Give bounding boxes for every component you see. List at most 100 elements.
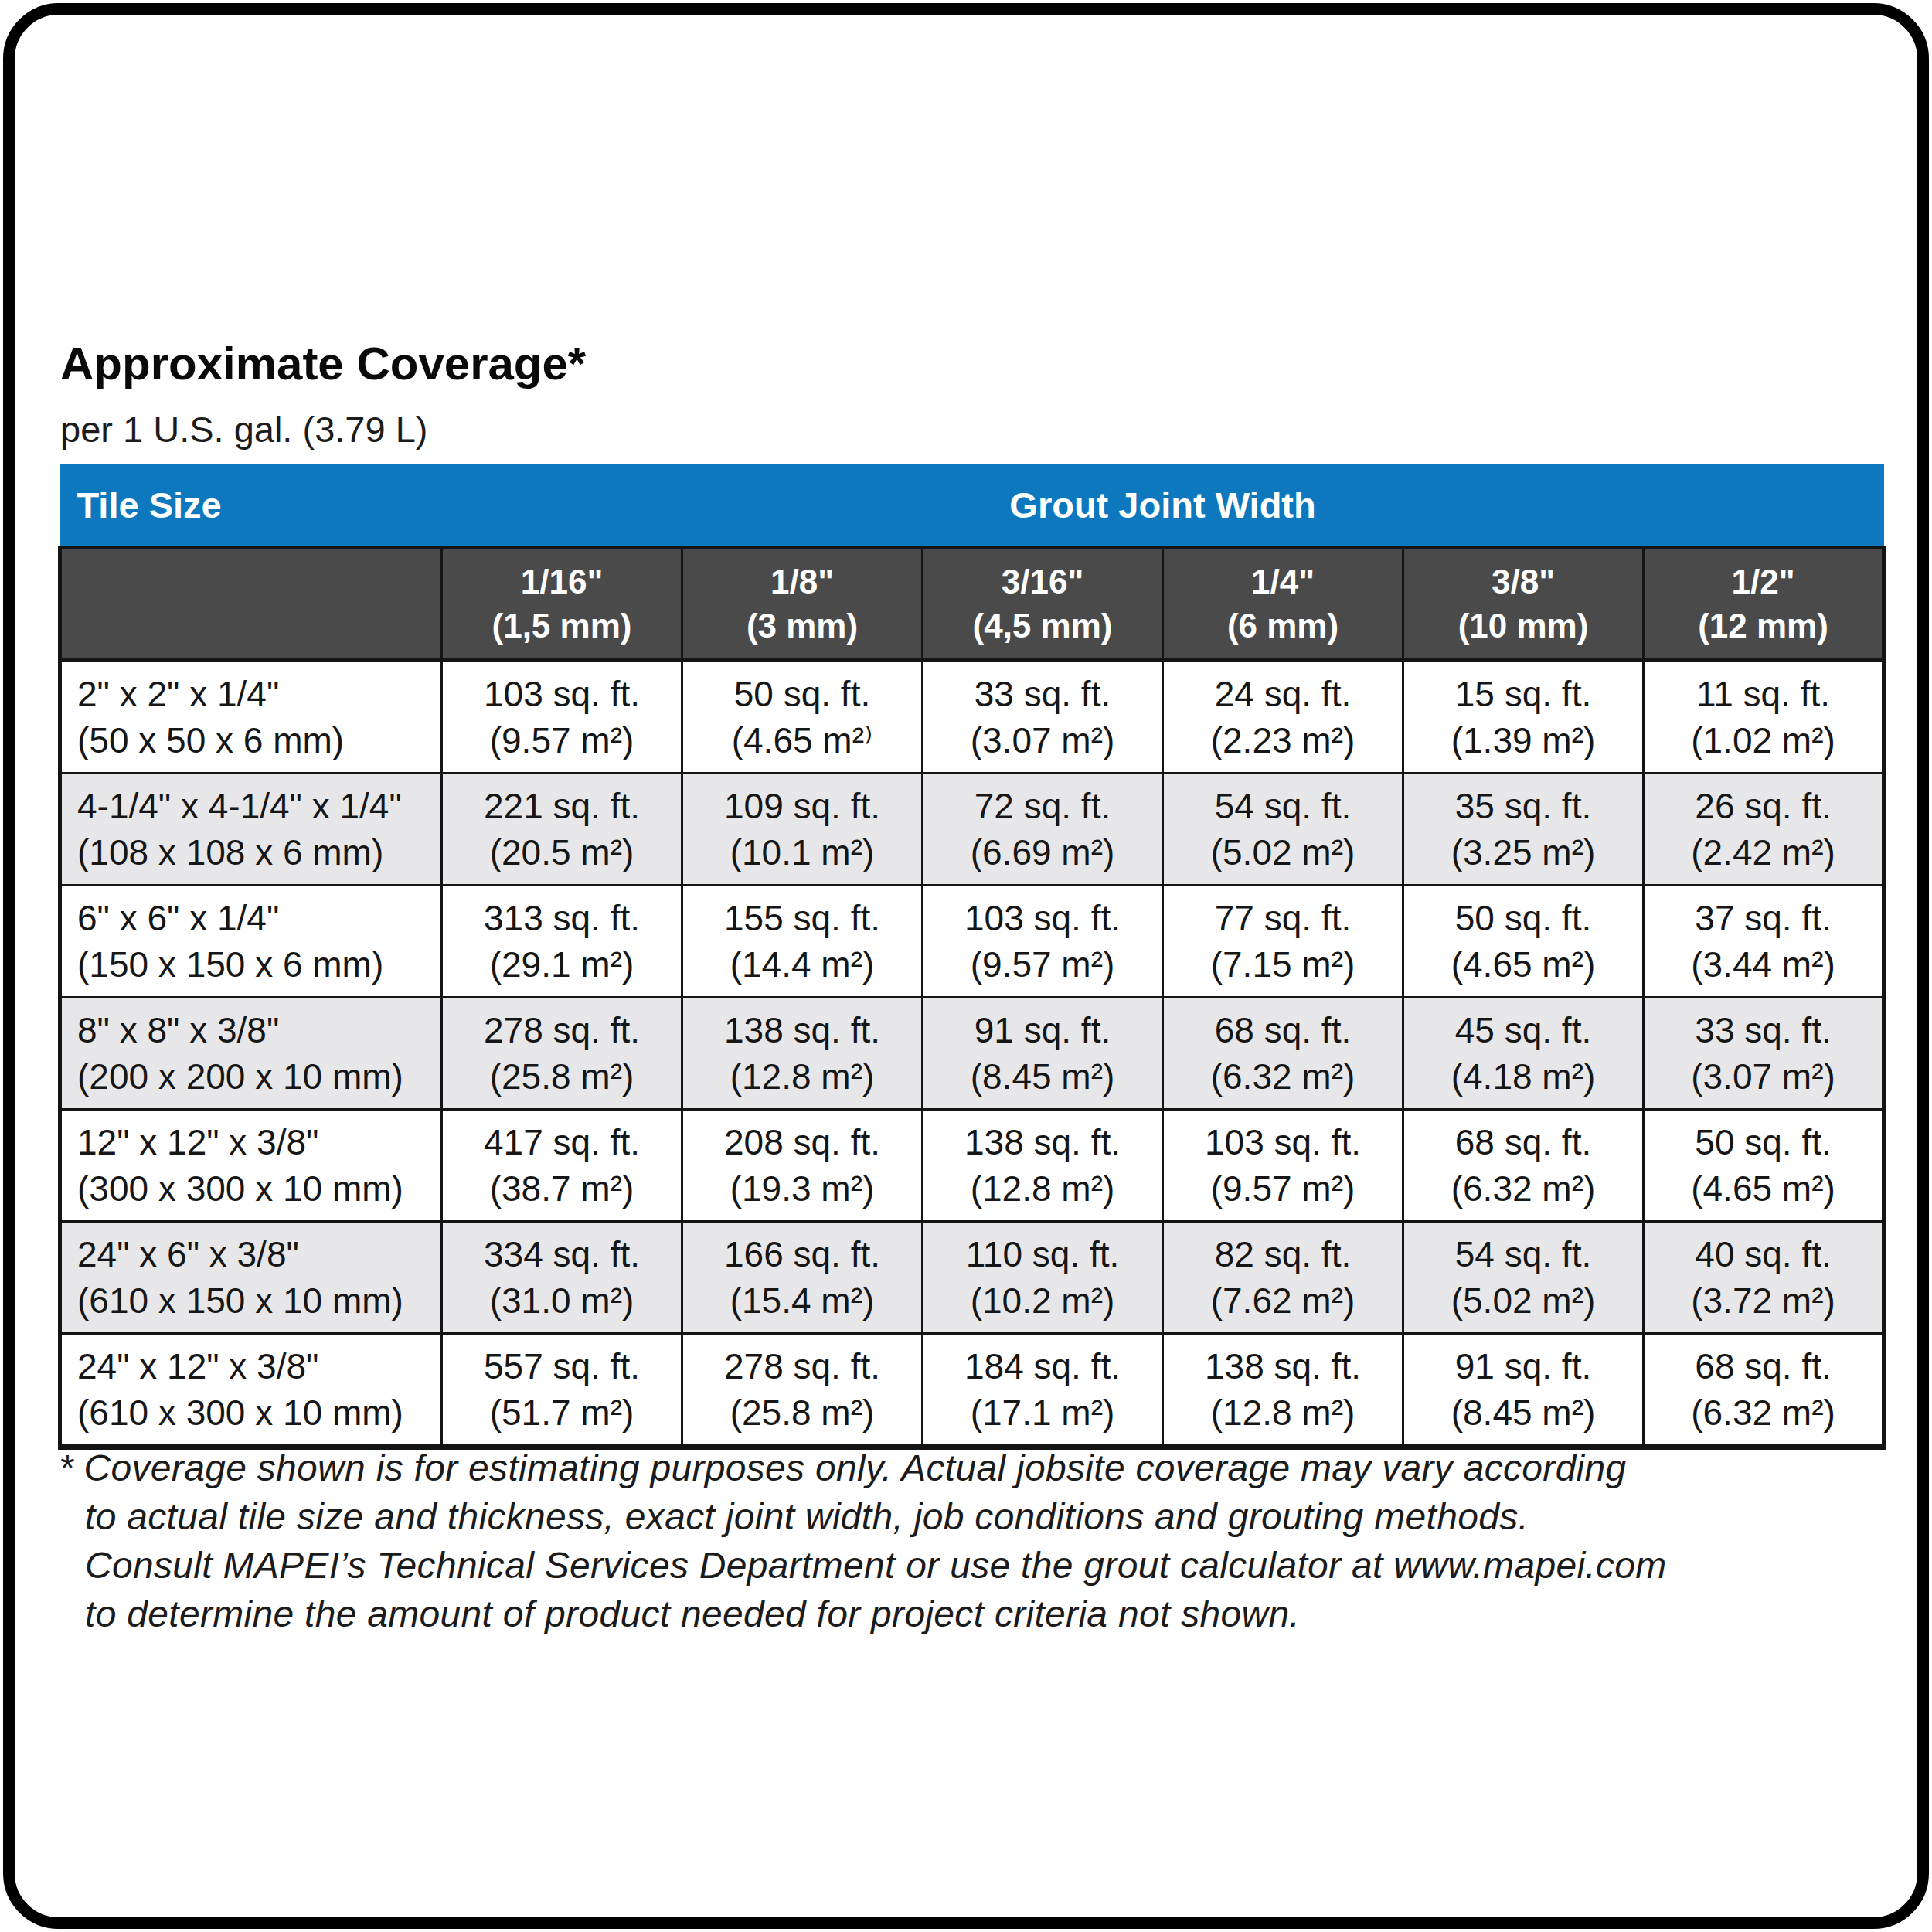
page-title: Approximate Coverage* [60, 337, 586, 390]
cell-line-metric: (29.1 m²) [444, 941, 680, 988]
page-subtitle: per 1 U.S. gal. (3.79 L) [60, 408, 427, 451]
coverage-cell: 50 sq. ft. (4.65 m²) [1644, 1110, 1884, 1222]
table-row: 8" x 8" x 3/8" (200 x 200 x 10 mm) 278 s… [60, 998, 1884, 1110]
cell-line-metric: (9.57 m²) [444, 717, 680, 764]
table-row: 24" x 12" x 3/8" (610 x 300 x 10 mm) 557… [60, 1334, 1884, 1447]
tile-line-mm: (108 x 108 x 6 mm) [77, 829, 440, 876]
coverage-cell: 68 sq. ft. (6.32 m²) [1644, 1334, 1884, 1447]
coverage-cell: 138 sq. ft. (12.8 m²) [1163, 1334, 1403, 1447]
cell-line-metric: (6.32 m²) [1645, 1389, 1881, 1436]
coverage-cell: 91 sq. ft. (8.45 m²) [1403, 1334, 1644, 1447]
cell-line-imperial: 68 sq. ft. [1165, 1007, 1401, 1053]
coverage-cell: 103 sq. ft. (9.57 m²) [923, 886, 1163, 998]
coverage-cell: 72 sq. ft. (6.69 m²) [923, 774, 1163, 886]
footnote-line: Consult MAPEI’s Technical Services Depar… [59, 1541, 1890, 1590]
cell-line-imperial: 166 sq. ft. [684, 1231, 920, 1277]
cell-line-imperial: 68 sq. ft. [1645, 1343, 1881, 1389]
tile-line-mm: (300 x 300 x 10 mm) [77, 1165, 440, 1212]
cell-line-metric: (6.32 m²) [1405, 1165, 1641, 1212]
cell-line-metric: (14.4 m²) [684, 941, 920, 988]
cell-line-metric: (3.72 m²) [1645, 1277, 1881, 1324]
page: Approximate Coverage* per 1 U.S. gal. (3… [0, 0, 1932, 1932]
cell-line-imperial: 208 sq. ft. [684, 1119, 920, 1165]
coverage-cell: 82 sq. ft. (7.62 m²) [1163, 1222, 1403, 1334]
cell-line-imperial: 26 sq. ft. [1645, 783, 1881, 829]
grout-joint-width-header: Grout Joint Width [442, 464, 1884, 547]
cell-line-imperial: 91 sq. ft. [924, 1007, 1161, 1053]
cell-line-metric: (4.18 m²) [1405, 1053, 1641, 1100]
col-line-mm: (10 mm) [1405, 604, 1641, 648]
cell-line-metric: (25.8 m²) [684, 1389, 920, 1436]
table-row: 12" x 12" x 3/8" (300 x 300 x 10 mm) 417… [60, 1110, 1884, 1222]
coverage-cell: 166 sq. ft. (15.4 m²) [682, 1222, 923, 1334]
column-header-1-2in: 1/2" (12 mm) [1644, 547, 1884, 661]
coverage-cell: 417 sq. ft. (38.7 m²) [442, 1110, 682, 1222]
coverage-cell: 138 sq. ft. (12.8 m²) [923, 1110, 1163, 1222]
coverage-cell: 103 sq. ft. (9.57 m²) [1163, 1110, 1403, 1222]
footnote-line: to determine the amount of product neede… [59, 1590, 1890, 1638]
cell-line-imperial: 40 sq. ft. [1645, 1231, 1881, 1277]
cell-line-metric: (5.02 m²) [1165, 829, 1401, 876]
cell-line-imperial: 11 sq. ft. [1645, 671, 1881, 717]
column-header-1-8in: 1/8" (3 mm) [682, 547, 923, 661]
coverage-table: Tile Size Grout Joint Width 1/16" (1,5 m… [58, 464, 1886, 1450]
coverage-cell: 103 sq. ft. (9.57 m²) [442, 661, 682, 774]
empty-header-cell [60, 547, 442, 661]
cell-line-metric: (4.65 m²) [1405, 941, 1641, 988]
col-line-mm: (3 mm) [684, 604, 920, 648]
tile-line-inches: 12" x 12" x 3/8" [77, 1119, 440, 1165]
table-row: 4-1/4" x 4-1/4" x 1/4" (108 x 108 x 6 mm… [60, 774, 1884, 886]
cell-line-metric: (6.69 m²) [924, 829, 1161, 876]
cell-line-metric: (15.4 m²) [684, 1277, 920, 1324]
coverage-cell: 208 sq. ft. (19.3 m²) [682, 1110, 923, 1222]
coverage-cell: 221 sq. ft. (20.5 m²) [442, 774, 682, 886]
cell-line-imperial: 50 sq. ft. [1645, 1119, 1881, 1165]
tile-line-mm: (50 x 50 x 6 mm) [77, 717, 440, 764]
cell-line-imperial: 103 sq. ft. [1165, 1119, 1401, 1165]
cell-line-imperial: 54 sq. ft. [1405, 1231, 1641, 1277]
tile-size-header: Tile Size [60, 464, 442, 547]
column-header-1-16in: 1/16" (1,5 mm) [442, 547, 682, 661]
cell-line-metric: (1.02 m²) [1645, 717, 1881, 764]
cell-line-metric: (8.45 m²) [1405, 1389, 1641, 1436]
tile-line-inches: 24" x 6" x 3/8" [77, 1231, 440, 1277]
coverage-cell: 35 sq. ft. (3.25 m²) [1403, 774, 1644, 886]
footnote: * Coverage shown is for estimating purpo… [59, 1444, 1890, 1638]
tile-line-inches: 8" x 8" x 3/8" [77, 1007, 440, 1053]
coverage-cell: 155 sq. ft. (14.4 m²) [682, 886, 923, 998]
coverage-cell: 278 sq. ft. (25.8 m²) [442, 998, 682, 1110]
cell-line-metric: (4.65 m²) [1645, 1165, 1881, 1212]
coverage-cell: 77 sq. ft. (7.15 m²) [1163, 886, 1403, 998]
tile-line-mm: (610 x 300 x 10 mm) [77, 1389, 440, 1436]
cell-line-metric: (6.32 m²) [1165, 1053, 1401, 1100]
coverage-cell: 37 sq. ft. (3.44 m²) [1644, 886, 1884, 998]
tile-size-cell: 24" x 12" x 3/8" (610 x 300 x 10 mm) [60, 1334, 442, 1447]
tile-size-cell: 6" x 6" x 1/4" (150 x 150 x 6 mm) [60, 886, 442, 998]
column-header-3-8in: 3/8" (10 mm) [1403, 547, 1644, 661]
coverage-cell: 138 sq. ft. (12.8 m²) [682, 998, 923, 1110]
tile-line-mm: (610 x 150 x 10 mm) [77, 1277, 440, 1324]
col-line-fraction: 1/16" [444, 560, 680, 604]
cell-line-imperial: 33 sq. ft. [924, 671, 1161, 717]
tile-size-cell: 4-1/4" x 4-1/4" x 1/4" (108 x 108 x 6 mm… [60, 774, 442, 886]
column-header-3-16in: 3/16" (4,5 mm) [923, 547, 1163, 661]
cell-line-imperial: 91 sq. ft. [1405, 1343, 1641, 1389]
cell-line-metric: (51.7 m²) [444, 1389, 680, 1436]
table-row: 24" x 6" x 3/8" (610 x 150 x 10 mm) 334 … [60, 1222, 1884, 1334]
cell-line-imperial: 110 sq. ft. [924, 1231, 1161, 1277]
coverage-cell: 50 sq. ft. (4.65 m²) [1403, 886, 1644, 998]
cell-line-imperial: 82 sq. ft. [1165, 1231, 1401, 1277]
tile-line-inches: 2" x 2" x 1/4" [77, 671, 440, 717]
table-row: 2" x 2" x 1/4" (50 x 50 x 6 mm) 103 sq. … [60, 661, 1884, 774]
cell-line-metric: (3.25 m²) [1405, 829, 1641, 876]
coverage-cell: 40 sq. ft. (3.72 m²) [1644, 1222, 1884, 1334]
cell-line-metric: (9.57 m²) [924, 941, 1161, 988]
cell-line-imperial: 77 sq. ft. [1165, 895, 1401, 941]
tile-size-cell: 2" x 2" x 1/4" (50 x 50 x 6 mm) [60, 661, 442, 774]
cell-line-imperial: 45 sq. ft. [1405, 1007, 1641, 1053]
table-header-row: Tile Size Grout Joint Width [60, 464, 1884, 547]
cell-line-imperial: 103 sq. ft. [444, 671, 680, 717]
cell-line-imperial: 15 sq. ft. [1405, 671, 1641, 717]
col-line-fraction: 3/8" [1405, 560, 1641, 604]
column-header-1-4in: 1/4" (6 mm) [1163, 547, 1403, 661]
